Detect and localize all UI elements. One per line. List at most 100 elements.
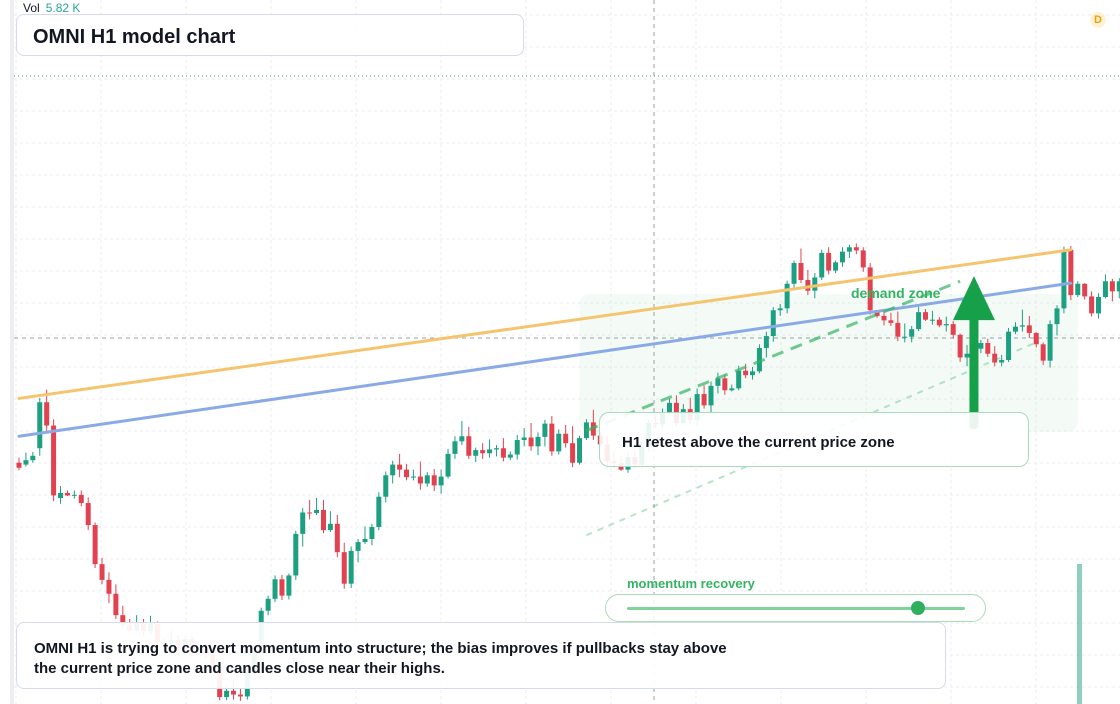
candle-body: [556, 433, 562, 452]
candle-body: [770, 310, 776, 337]
candle-body: [265, 598, 271, 611]
candle-body: [777, 308, 783, 311]
candle-body: [756, 348, 762, 372]
momentum-label: momentum recovery: [627, 576, 755, 591]
candle-body: [521, 437, 527, 441]
candle-body: [729, 388, 735, 391]
candle-body: [798, 263, 804, 281]
candle-body: [867, 267, 873, 311]
candle-body: [300, 512, 306, 534]
candle-body: [839, 251, 845, 263]
candle-body: [404, 469, 410, 478]
candle-body: [1019, 325, 1025, 327]
candle-body: [58, 492, 64, 498]
candle-body: [701, 394, 707, 406]
candle-body: [23, 460, 29, 465]
momentum-track: [627, 607, 965, 610]
chart-title-box: OMNI H1 model chart: [16, 14, 524, 56]
candle-body: [826, 252, 832, 271]
candle-body: [923, 312, 929, 320]
candle-body: [431, 475, 437, 486]
candle-body: [314, 509, 320, 514]
candle-body: [390, 464, 396, 476]
candle-body: [459, 436, 465, 442]
candle-body: [424, 475, 430, 484]
candle-body: [507, 454, 513, 458]
orange-trendline: [17, 248, 1073, 400]
candle-body: [466, 436, 472, 456]
momentum-slider[interactable]: [605, 594, 986, 622]
candle-body: [64, 492, 70, 496]
candle-body: [666, 402, 672, 413]
candle-body: [694, 394, 700, 420]
candle-body: [1012, 326, 1018, 332]
candle-body: [784, 283, 790, 309]
candle-body: [231, 690, 237, 695]
candle-body: [383, 475, 389, 497]
candle-body: [943, 324, 949, 326]
chart-title: OMNI H1 model chart: [33, 26, 236, 48]
candle-body: [1054, 308, 1060, 325]
candle-body: [916, 312, 922, 330]
candle-body: [535, 436, 541, 447]
candle-body: [853, 247, 859, 251]
candle-body: [106, 579, 112, 594]
candle-body: [528, 437, 534, 447]
candle-body: [16, 462, 22, 468]
blue-trendline: [17, 281, 1073, 438]
candle-body: [473, 450, 479, 456]
candle-body: [1075, 283, 1081, 296]
candle-body: [909, 329, 915, 337]
dividend-badge[interactable]: D: [1090, 12, 1106, 28]
candle-body: [964, 353, 970, 358]
candle-body: [286, 575, 292, 596]
candle-body: [120, 615, 126, 625]
candle-body: [805, 280, 811, 291]
candle-body: [1033, 332, 1039, 345]
candle-body: [819, 252, 825, 278]
candle-body: [37, 402, 43, 449]
candle-body: [1061, 249, 1067, 309]
candle-body: [224, 690, 230, 698]
candle-body: [895, 322, 901, 337]
candle-body: [542, 423, 548, 437]
retest-callout-text: H1 retest above the current price zone: [622, 434, 895, 451]
candle-body: [362, 538, 368, 543]
candle-body: [936, 319, 942, 326]
analysis-note: OMNI H1 is trying to convert momentum in…: [16, 622, 946, 689]
volume-bar: [1077, 564, 1082, 704]
candle-body: [888, 320, 894, 323]
candle-body: [874, 310, 880, 316]
candle-body: [30, 455, 36, 461]
candle-body: [514, 440, 520, 455]
candle-body: [85, 503, 91, 526]
volume-label: Vol: [23, 1, 40, 15]
candle-body: [480, 450, 486, 454]
analysis-note-text: OMNI H1 is trying to convert momentum in…: [34, 640, 727, 677]
candle-body: [272, 579, 278, 599]
candle-body: [279, 579, 285, 596]
candle-body: [445, 453, 451, 477]
candle-body: [348, 550, 354, 584]
support-dashed-line: [585, 279, 961, 432]
retest-callout: H1 retest above the current price zone: [599, 412, 1029, 467]
candle-body: [452, 441, 458, 454]
candle-body: [71, 494, 77, 496]
momentum-knob[interactable]: [910, 601, 925, 615]
candle-body: [493, 448, 499, 450]
candle-body: [715, 378, 721, 386]
candle-body: [1006, 331, 1012, 361]
candle-body: [992, 353, 998, 363]
candle-body: [355, 542, 361, 551]
candle-body: [113, 593, 119, 616]
demand-zone-label: demand zone: [851, 285, 941, 301]
candle-body: [1102, 281, 1108, 298]
candle-body: [846, 247, 852, 252]
candle-body: [1082, 283, 1088, 297]
left-scale-bar: [10, 0, 14, 704]
candle-body: [978, 343, 984, 349]
candle-body: [833, 262, 839, 271]
bullish-arrow-head: [952, 276, 995, 321]
candle-body: [369, 526, 375, 539]
